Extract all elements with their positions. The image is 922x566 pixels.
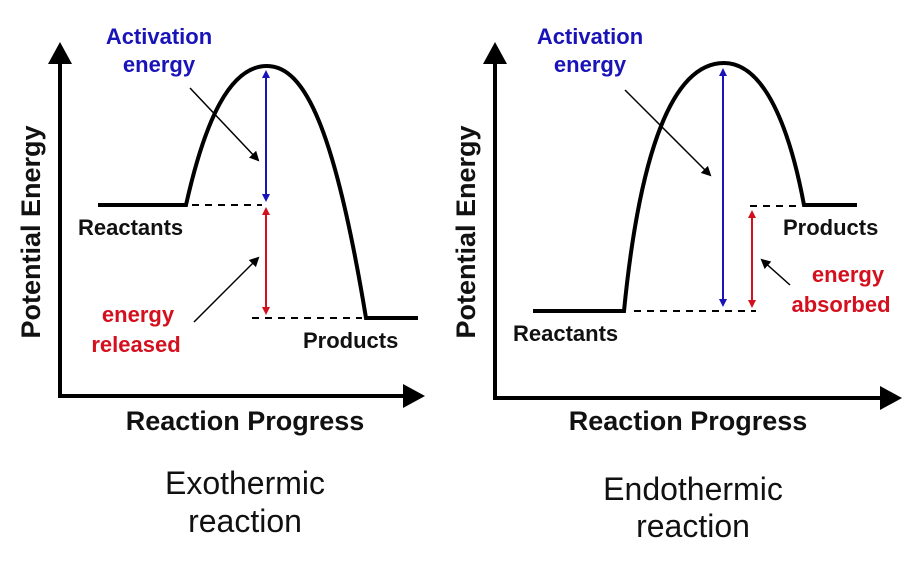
products-label: Products — [303, 328, 398, 353]
endothermic-diagram: Activation energy Products Reactants ene… — [451, 24, 902, 544]
activation-label-2: energy — [123, 52, 196, 77]
activation-label-2: energy — [554, 52, 627, 77]
caption-2: reaction — [188, 503, 302, 539]
energy-absorbed-label: energy — [812, 262, 885, 287]
y-axis-label: Potential Energy — [451, 125, 481, 338]
products-label: Products — [783, 215, 878, 240]
released-pointer-arrow — [193, 256, 260, 323]
activation-pointer-arrow — [189, 87, 260, 162]
energy-curve — [98, 63, 418, 320]
y-axis — [483, 42, 507, 398]
energy-absorbed-label-2: absorbed — [791, 292, 890, 317]
energy-released-label-2: released — [91, 332, 180, 357]
caption-2: reaction — [636, 508, 750, 544]
x-axis — [493, 386, 902, 410]
x-axis-label: Reaction Progress — [569, 406, 808, 436]
exothermic-diagram: Activation energy Reactants Products ene… — [16, 24, 425, 539]
energy-curve — [533, 60, 857, 313]
caption: Exothermic — [165, 465, 325, 501]
energy-released-label: energy — [102, 302, 175, 327]
x-axis-label: Reaction Progress — [126, 406, 365, 436]
y-axis-label: Potential Energy — [16, 125, 46, 338]
x-axis — [58, 384, 425, 408]
reactants-label: Reactants — [513, 321, 618, 346]
absorbed-pointer-arrow — [760, 258, 791, 286]
activation-pointer-arrow — [624, 89, 712, 177]
reactants-label: Reactants — [78, 215, 183, 240]
activation-label: Activation — [537, 24, 643, 49]
y-axis — [48, 42, 72, 396]
caption: Endothermic — [603, 471, 783, 507]
activation-label: Activation — [106, 24, 212, 49]
